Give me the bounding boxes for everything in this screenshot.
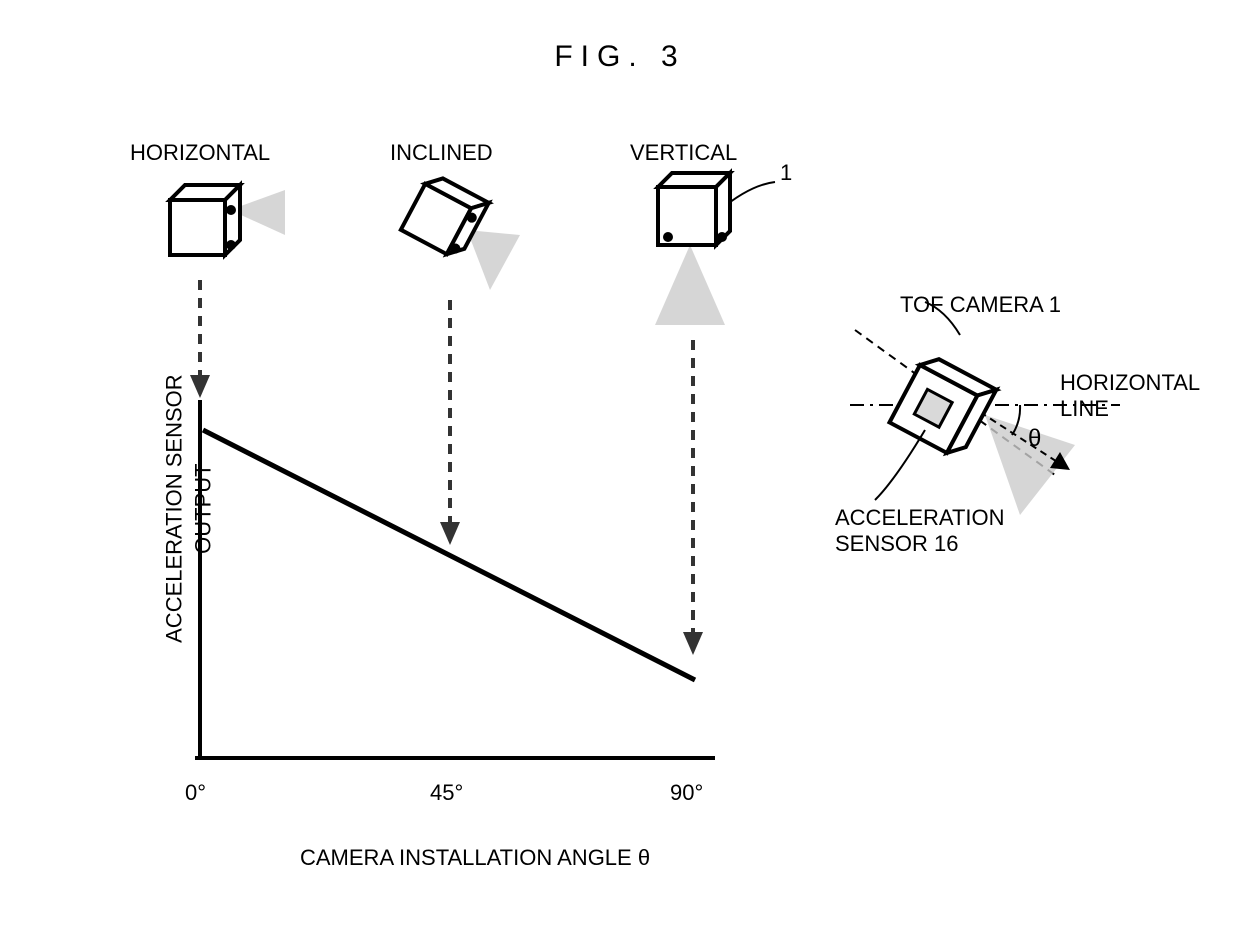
ref-one-label: 1 <box>780 160 792 186</box>
xtick-90: 90° <box>670 780 703 806</box>
theta-label: θ <box>1028 425 1041 454</box>
cube-horizontal <box>155 175 295 275</box>
x-axis-label: CAMERA INSTALLATION ANGLE θ <box>300 845 650 871</box>
y-axis-label: ACCELERATION SENSOR OUTPUT <box>161 374 218 643</box>
cube-vertical <box>640 165 760 345</box>
accel-label-2: SENSOR 16 <box>835 531 959 556</box>
xtick-45: 45° <box>430 780 463 806</box>
acceleration-sensor-label: ACCELERATION SENSOR 16 <box>835 505 1005 558</box>
tof-camera-label: TOF CAMERA 1 <box>900 292 1061 318</box>
cube-inclined <box>395 175 535 305</box>
y-axis-label-line1: ACCELERATION SENSOR <box>162 374 187 643</box>
label-inclined: INCLINED <box>390 140 493 166</box>
xtick-0: 0° <box>185 780 206 806</box>
horiz-label-2: LINE <box>1060 396 1109 421</box>
figure-title: FIG. 3 <box>554 40 685 74</box>
horiz-label-1: HORIZONTAL <box>1060 370 1200 395</box>
label-vertical: VERTICAL <box>630 140 737 166</box>
chart <box>145 400 715 770</box>
y-axis-label-line2: OUTPUT <box>190 463 215 553</box>
accel-label-1: ACCELERATION <box>835 505 1005 530</box>
horizontal-line-label: HORIZONTAL LINE <box>1060 370 1200 423</box>
label-horizontal: HORIZONTAL <box>130 140 270 166</box>
